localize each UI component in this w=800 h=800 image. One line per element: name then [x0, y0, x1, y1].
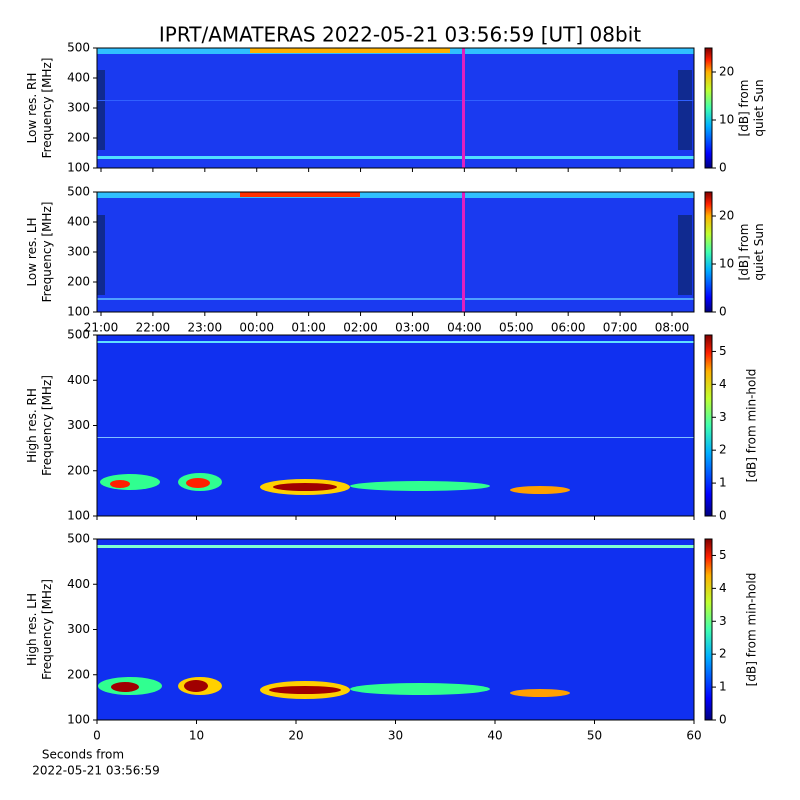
y-tick-label: 300 — [67, 101, 90, 115]
colorbar-label: [dB] from — [737, 224, 751, 281]
colorbar-tick-label: 1 — [719, 476, 727, 490]
y-axis-label: Frequency [MHz] — [40, 58, 54, 159]
y-tick-label: 400 — [67, 577, 90, 591]
colorbar — [704, 47, 713, 169]
colorbar-tick-label: 5 — [719, 548, 727, 562]
colorbar — [704, 538, 713, 721]
colorbar-label: [dB] from min-hold — [745, 369, 759, 483]
colorbar-tick-label: 20 — [719, 65, 734, 79]
y-tick-label: 100 — [67, 305, 90, 319]
y-axis-label: Low res. LH — [25, 217, 39, 286]
spectrogram-high-lh — [97, 539, 694, 720]
colorbar-tick-label: 0 — [719, 509, 727, 523]
y-axis-label: Frequency [MHz] — [40, 375, 54, 476]
x-tick-label: 10 — [189, 729, 204, 743]
colorbar-label: [dB] from — [737, 80, 751, 137]
y-tick-label: 400 — [67, 71, 90, 85]
y-tick-label: 500 — [67, 185, 90, 199]
colorbar-tick-label: 1 — [719, 680, 727, 694]
y-tick-label: 200 — [67, 463, 90, 477]
spectrogram-low-lh — [97, 192, 694, 312]
y-tick-label: 200 — [67, 275, 90, 289]
x-tick-label: 03:00 — [395, 321, 430, 335]
spectrogram-high-rh — [97, 335, 694, 516]
y-tick-label: 200 — [67, 131, 90, 145]
x-tick-label: 50 — [587, 729, 602, 743]
y-tick-label: 300 — [67, 418, 90, 432]
x-tick-label: 07:00 — [603, 321, 638, 335]
y-axis-label: Frequency [MHz] — [40, 579, 54, 680]
colorbar-tick-label: 3 — [719, 410, 727, 424]
x-tick-label: 22:00 — [136, 321, 171, 335]
x-axis-label: Seconds from — [42, 748, 124, 762]
x-tick-label: 0 — [93, 729, 101, 743]
x-tick-label: 00:00 — [239, 321, 274, 335]
x-tick-label: 01:00 — [291, 321, 326, 335]
colorbar-tick-label: 4 — [719, 581, 727, 595]
colorbar-tick-label: 5 — [719, 344, 727, 358]
x-tick-label: 60 — [686, 729, 701, 743]
colorbar-tick-label: 2 — [719, 647, 727, 661]
spectrogram-low-rh — [97, 48, 694, 168]
x-tick-label: 08:00 — [655, 321, 690, 335]
x-tick-label: 21:00 — [84, 321, 119, 335]
colorbar-tick-label: 10 — [719, 113, 734, 127]
y-tick-label: 300 — [67, 245, 90, 259]
y-tick-label: 500 — [67, 328, 90, 342]
y-axis-label: High res. LH — [25, 593, 39, 666]
colorbar-label: quiet Sun — [752, 223, 766, 280]
y-axis-label: Low res. RH — [25, 73, 39, 144]
x-tick-label: 23:00 — [188, 321, 223, 335]
y-tick-label: 100 — [67, 509, 90, 523]
colorbar-tick-label: 4 — [719, 377, 727, 391]
colorbar-tick-label: 20 — [719, 209, 734, 223]
x-tick-label: 04:00 — [447, 321, 482, 335]
y-tick-label: 200 — [67, 667, 90, 681]
x-tick-label: 06:00 — [551, 321, 586, 335]
y-tick-label: 100 — [67, 161, 90, 175]
colorbar-tick-label: 0 — [719, 305, 727, 319]
x-tick-label: 05:00 — [499, 321, 534, 335]
y-axis-label: High res. RH — [25, 388, 39, 463]
colorbar-label: [dB] from min-hold — [745, 573, 759, 687]
x-tick-label: 40 — [487, 729, 502, 743]
x-tick-label: 30 — [388, 729, 403, 743]
y-tick-label: 100 — [67, 713, 90, 727]
colorbar-tick-label: 2 — [719, 443, 727, 457]
colorbar — [704, 191, 713, 313]
colorbar-label: quiet Sun — [752, 79, 766, 136]
colorbar-tick-label: 10 — [719, 257, 734, 271]
figure-title: IPRT/AMATERAS 2022-05-21 03:56:59 [UT] 0… — [159, 23, 641, 47]
colorbar-tick-label: 0 — [719, 713, 727, 727]
y-tick-label: 400 — [67, 215, 90, 229]
y-tick-label: 400 — [67, 373, 90, 387]
y-tick-label: 300 — [67, 622, 90, 636]
colorbar-tick-label: 0 — [719, 161, 727, 175]
y-axis-label: Frequency [MHz] — [40, 202, 54, 303]
x-tick-label: 20 — [288, 729, 303, 743]
y-tick-label: 500 — [67, 532, 90, 546]
y-tick-label: 500 — [67, 41, 90, 55]
x-axis-label: 2022-05-21 03:56:59 — [32, 764, 159, 778]
x-tick-label: 02:00 — [343, 321, 378, 335]
colorbar-tick-label: 3 — [719, 614, 727, 628]
colorbar — [704, 334, 713, 517]
